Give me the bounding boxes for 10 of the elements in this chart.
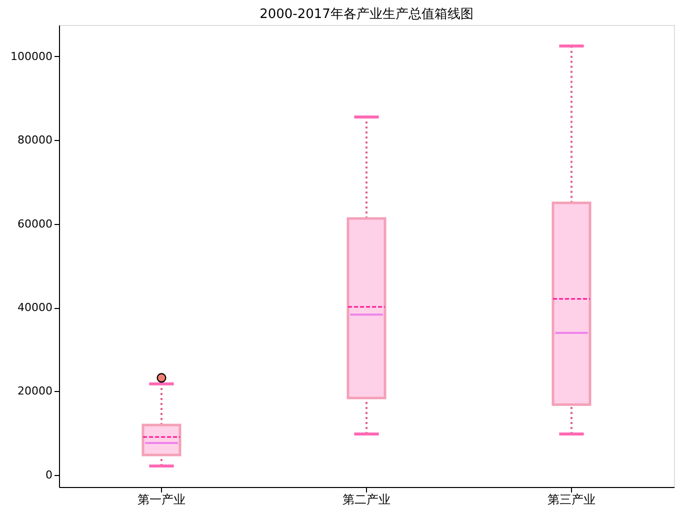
x-tick-label: 第一产业 [138,492,186,506]
chart-title: 2000-2017年各产业生产总值箱线图 [260,7,474,22]
y-tick-label: 100000 [10,50,52,63]
y-tick-label: 80000 [18,134,52,147]
y-tick-label: 60000 [18,217,52,230]
y-tick-label: 0 [46,468,52,482]
y-tick-label: 40000 [18,301,52,314]
y-tick-label: 20000 [18,384,52,398]
x-tick-label: 第二产业 [342,492,390,506]
x-tick-label: 第三产业 [548,492,596,506]
